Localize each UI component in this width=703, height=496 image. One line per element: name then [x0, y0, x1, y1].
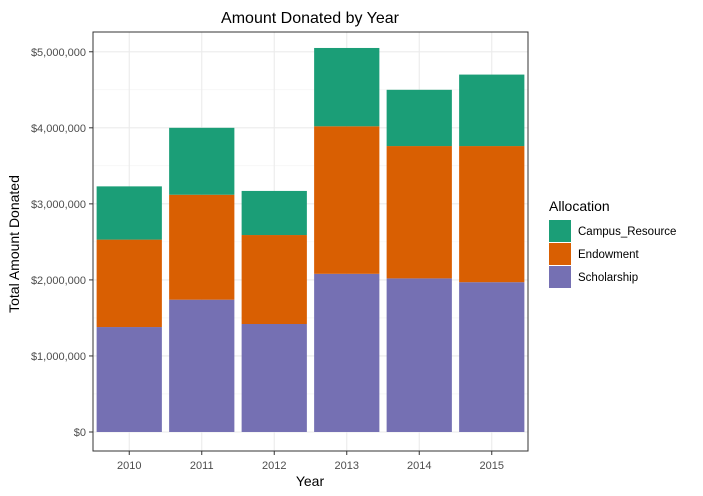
- y-axis: $0 $1,000,000 $2,000,000 $3,000,000 $4,000,0…: [31, 47, 93, 439]
- bar-endowment-2014: [386, 146, 452, 279]
- bar-campus-resource-2010: [96, 186, 162, 240]
- y-tick-label: $3,000,000: [31, 199, 86, 211]
- legend-label: Campus_Resource: [578, 226, 676, 238]
- bars: [96, 47, 525, 432]
- plot-panel: [93, 32, 528, 451]
- bar-endowment-2011: [169, 194, 235, 300]
- legend-swatch-scholarship: [549, 266, 571, 288]
- legend-label: Endowment: [578, 249, 640, 261]
- bar-campus-resource-2012: [241, 190, 307, 236]
- y-tick-label: $4,000,000: [31, 123, 86, 135]
- bar-endowment-2015: [459, 146, 525, 283]
- x-tick-label: 2014: [407, 460, 431, 472]
- bar-endowment-2010: [96, 239, 162, 328]
- bar-scholarship-2015: [459, 282, 525, 432]
- bar-scholarship-2010: [96, 327, 162, 432]
- x-tick-label: 2012: [262, 460, 286, 472]
- x-tick-label: 2010: [117, 460, 141, 472]
- y-tick-label: $0: [74, 427, 86, 439]
- bar-campus-resource-2015: [459, 74, 525, 147]
- legend-swatch-endowment: [549, 243, 571, 265]
- bar-campus-resource-2014: [386, 89, 452, 147]
- legend-label: Scholarship: [578, 272, 638, 284]
- x-axis-title: Year: [296, 473, 325, 489]
- y-axis-title: Total Amount Donated: [6, 175, 22, 313]
- x-axis: 2010 2011 2012 2013 2014 2015: [117, 451, 504, 472]
- x-tick-label: 2015: [480, 460, 504, 472]
- y-tick-label: $5,000,000: [31, 47, 86, 59]
- legend: Allocation Campus_Resource Endowment Schol…: [549, 198, 676, 288]
- chart-title: Amount Donated by Year: [221, 10, 400, 27]
- bar-campus-resource-2011: [169, 127, 235, 195]
- bar-scholarship-2012: [241, 324, 307, 432]
- bar-scholarship-2011: [169, 299, 235, 432]
- x-tick-label: 2011: [190, 460, 214, 472]
- y-tick-label: $2,000,000: [31, 275, 86, 287]
- legend-title: Allocation: [549, 198, 610, 214]
- bar-scholarship-2014: [386, 278, 452, 432]
- bar-endowment-2013: [314, 126, 380, 274]
- x-tick-label: 2013: [335, 460, 359, 472]
- bar-scholarship-2013: [314, 273, 380, 432]
- bar-endowment-2012: [241, 235, 307, 325]
- legend-swatch-campus-resource: [549, 220, 571, 242]
- y-tick-label: $1,000,000: [31, 351, 86, 363]
- plot-background: [93, 32, 528, 451]
- plot-border: [92, 31, 529, 452]
- bar-campus-resource-2013: [314, 47, 380, 127]
